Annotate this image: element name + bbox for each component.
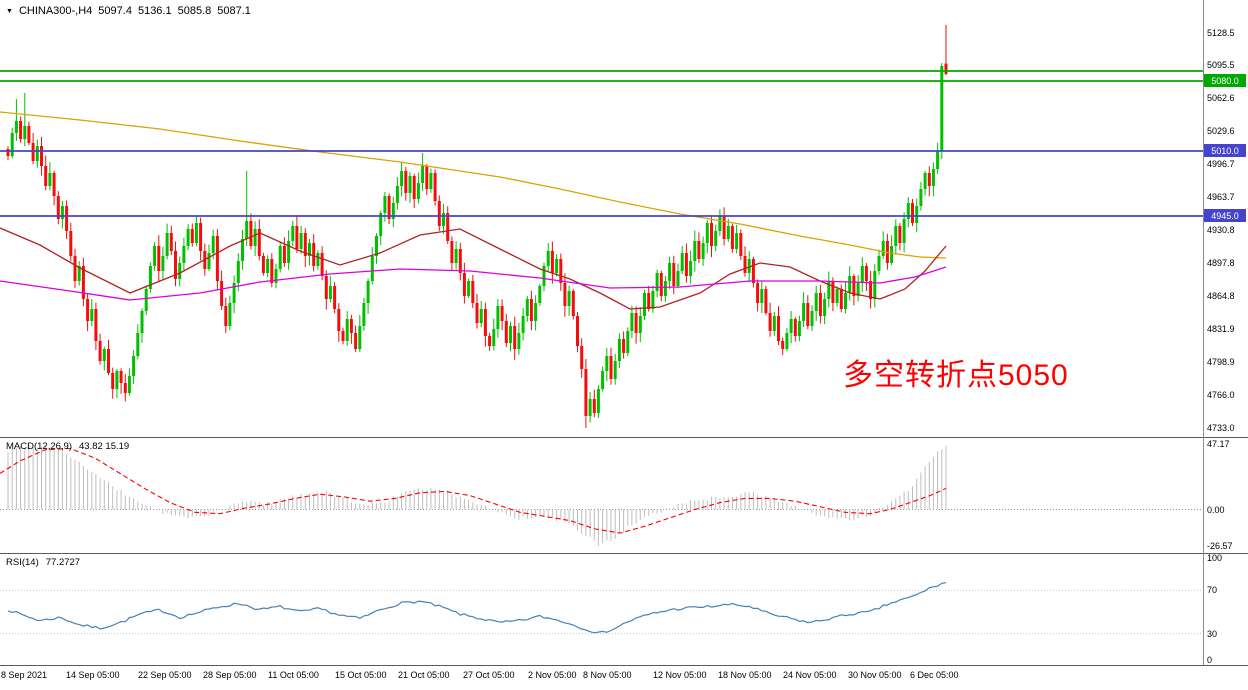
- price-axis-label: 4897.8: [1207, 258, 1235, 269]
- rsi-axis-label: 30: [1207, 628, 1218, 639]
- ohlc-low: 5085.8: [177, 5, 212, 17]
- price-axis-label: 4733.0: [1207, 422, 1235, 433]
- rsi-indicator-label: RSI(14) 77.2727: [6, 557, 80, 568]
- time-axis-label: 11 Oct 05:00: [268, 670, 319, 680]
- time-axis-label: 21 Oct 05:00: [398, 670, 450, 680]
- panel-separator: [0, 665, 1248, 666]
- price-axis-label: 5128.5: [1207, 27, 1235, 38]
- rsi-axis-label: 0: [1207, 655, 1213, 665]
- price-axis-label: 5095.5: [1207, 60, 1235, 71]
- price-axis-label: 4930.8: [1207, 225, 1235, 236]
- time-axis-label: 28 Sep 05:00: [203, 670, 257, 680]
- panel-separator[interactable]: [0, 437, 1248, 438]
- time-axis-label: 2 Nov 05:00: [528, 670, 577, 680]
- price-line-badge: 4945.0: [1204, 209, 1246, 222]
- price-axis-label: 4766.0: [1207, 390, 1235, 401]
- time-axis-label: 8 Nov 05:00: [583, 670, 632, 680]
- price-chart-canvas[interactable]: [0, 0, 1248, 437]
- rsi-axis-label: 70: [1207, 585, 1218, 596]
- time-axis-label: 14 Sep 05:00: [66, 670, 120, 680]
- price-axis-label: 4864.8: [1207, 291, 1235, 302]
- time-axis-label: 30 Nov 05:00: [848, 670, 902, 680]
- macd-values: 43.82 15.19: [79, 441, 130, 452]
- time-axis-label: 24 Nov 05:00: [783, 670, 837, 680]
- price-line-badge: 5080.0: [1204, 74, 1246, 87]
- ohlc-high: 5136.1: [137, 5, 172, 17]
- price-axis-label: 4831.9: [1207, 324, 1235, 335]
- ohlc-open: 5097.4: [98, 5, 132, 17]
- price-axis-label: 4963.7: [1207, 192, 1235, 203]
- macd-axis-label: 47.17: [1207, 438, 1230, 449]
- symbol-header: ▼ CHINA300-,H4 5097.4 5136.1 5085.8 5087…: [6, 5, 251, 17]
- macd-axis-label: 0.00: [1207, 504, 1225, 515]
- rsi-value: 77.2727: [45, 557, 81, 568]
- symbol-name: CHINA300-,H4: [18, 5, 93, 17]
- macd-panel-canvas[interactable]: [0, 437, 1248, 553]
- panel-separator[interactable]: [0, 553, 1248, 554]
- price-axis-label: 5062.6: [1207, 93, 1235, 104]
- macd-name: MACD(12,26,9): [6, 441, 72, 452]
- time-axis-label: 27 Oct 05:00: [463, 670, 515, 680]
- time-axis-label: 6 Dec 05:00: [910, 670, 959, 680]
- annotation-text: 多空转折点5050: [843, 359, 1069, 392]
- symbol-dropdown-icon[interactable]: ▼: [6, 7, 13, 15]
- time-axis-label: 22 Sep 05:00: [138, 670, 192, 680]
- ohlc-close: 5087.1: [217, 5, 251, 17]
- rsi-panel-canvas[interactable]: [0, 553, 1248, 665]
- time-axis-label: 12 Nov 05:00: [653, 670, 707, 680]
- macd-axis-label: -26.57: [1207, 541, 1233, 552]
- price-axis-label: 4996.7: [1207, 159, 1235, 170]
- price-axis-label: 5029.6: [1207, 126, 1235, 137]
- time-axis-label: 15 Oct 05:00: [335, 670, 387, 680]
- macd-indicator-label: MACD(12,26,9) 43.82 15.19: [6, 441, 129, 452]
- price-axis-separator[interactable]: [1203, 0, 1204, 665]
- rsi-axis-label: 100: [1207, 553, 1223, 563]
- time-axis-label: 8 Sep 2021: [1, 670, 48, 680]
- time-axis-label: 18 Nov 05:00: [718, 670, 772, 680]
- price-axis-label: 4798.9: [1207, 357, 1235, 368]
- price-line-badge: 5010.0: [1204, 144, 1246, 157]
- rsi-name: RSI(14): [6, 557, 39, 568]
